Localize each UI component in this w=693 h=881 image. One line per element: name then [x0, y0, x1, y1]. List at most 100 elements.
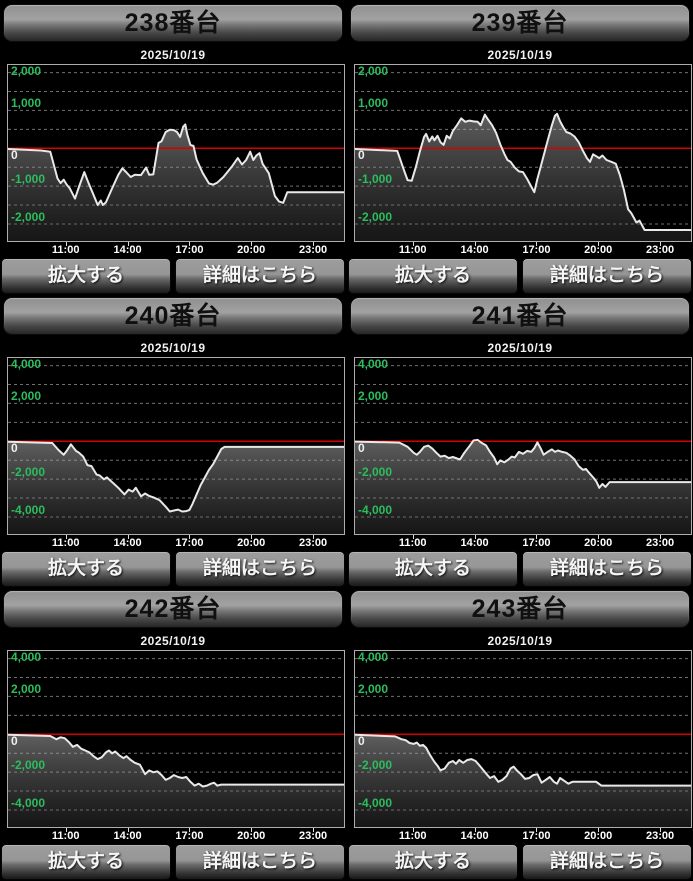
x-axis-label: 23:00	[646, 537, 675, 549]
slump-chart: 2,000 1,000 0 -1,000 -2,000	[354, 64, 692, 242]
zoom-button[interactable]: 拡大する	[1, 551, 171, 587]
detail-button[interactable]: 詳細はこちら	[175, 258, 345, 294]
x-axis-label: 11:00	[398, 537, 427, 549]
slump-chart: 2,000 1,000 0 -1,000 -2,000	[7, 64, 345, 242]
machine-number-header: 242番台	[3, 590, 343, 628]
x-axis-label: 14:00	[113, 537, 142, 549]
x-axis-label: 23:00	[646, 244, 675, 256]
x-axis-label: 17:00	[175, 244, 204, 256]
x-axis-label: 14:00	[460, 830, 489, 842]
x-axis-label: 17:00	[522, 244, 551, 256]
x-axis-tick	[536, 828, 538, 832]
machine-number-header: 243番台	[350, 590, 690, 628]
x-axis-tick	[189, 828, 191, 832]
zoom-button[interactable]: 拡大する	[1, 258, 171, 294]
x-axis-label: 23:00	[299, 537, 328, 549]
x-axis-tick	[127, 535, 129, 539]
machine-number-label: 242番台	[124, 595, 222, 623]
chart-actions: 拡大する 詳細はこちら	[1, 844, 345, 880]
x-axis-tick	[660, 242, 662, 246]
machine-panel: 243番台 2025/10/19 4,000 2,000 0 -2,000 -4,000…	[347, 587, 693, 880]
x-axis-tick	[660, 828, 662, 832]
detail-button[interactable]: 詳細はこちら	[522, 844, 692, 880]
machine-number-header: 238番台	[3, 4, 343, 42]
slump-chart: 4,000 2,000 0 -2,000 -4,000	[7, 650, 345, 828]
slump-line	[8, 733, 344, 788]
x-axis-tick	[65, 242, 67, 246]
machine-number-label: 240番台	[124, 302, 222, 330]
x-axis-tick	[412, 828, 414, 832]
zoom-button[interactable]: 拡大する	[348, 258, 518, 294]
x-axis-label: 20:00	[584, 537, 613, 549]
detail-button[interactable]: 詳細はこちら	[522, 258, 692, 294]
x-axis-label: 23:00	[299, 830, 328, 842]
x-axis-tick	[474, 535, 476, 539]
machine-panel: 242番台 2025/10/19 4,000 2,000 0 -2,000 -4,000…	[0, 587, 346, 880]
x-axis-tick	[65, 828, 67, 832]
slump-chart-svg	[8, 72, 344, 241]
zoom-button[interactable]: 拡大する	[1, 844, 171, 880]
x-axis-label: 11:00	[398, 244, 427, 256]
chart-actions: 拡大する 詳細はこちら	[348, 844, 692, 880]
x-axis-label: 23:00	[646, 830, 675, 842]
slump-line	[355, 438, 691, 489]
x-axis: 11:00 14:00 17:00 20:00 23:00	[7, 535, 345, 549]
x-axis-tick	[313, 242, 315, 246]
x-axis: 11:00 14:00 17:00 20:00 23:00	[354, 828, 692, 842]
zoom-button[interactable]: 拡大する	[348, 551, 518, 587]
slump-chart: 4,000 2,000 0 -2,000 -4,000	[7, 357, 345, 535]
x-axis-label: 11:00	[398, 830, 427, 842]
detail-button[interactable]: 詳細はこちら	[522, 551, 692, 587]
x-axis-label: 14:00	[113, 830, 142, 842]
slump-line	[8, 440, 344, 513]
x-axis-label: 20:00	[237, 244, 266, 256]
slump-line	[355, 733, 691, 787]
chart-actions: 拡大する 詳細はこちら	[1, 258, 345, 294]
chart-actions: 拡大する 詳細はこちら	[1, 551, 345, 587]
x-axis-label: 20:00	[237, 537, 266, 549]
x-axis-label: 11:00	[51, 830, 80, 842]
machine-number-label: 238番台	[124, 9, 222, 37]
x-axis-label: 17:00	[175, 537, 204, 549]
date-label: 2025/10/19	[140, 341, 206, 355]
x-axis-tick	[251, 242, 253, 246]
x-axis-label: 17:00	[522, 537, 551, 549]
x-axis-tick	[127, 242, 129, 246]
date-label: 2025/10/19	[487, 48, 553, 62]
machine-number-header: 240番台	[3, 297, 343, 335]
zoom-button[interactable]: 拡大する	[348, 844, 518, 880]
x-axis-tick	[536, 242, 538, 246]
x-axis-tick	[65, 535, 67, 539]
x-axis-tick	[598, 535, 600, 539]
slump-line	[8, 123, 344, 206]
chart-actions: 拡大する 詳細はこちら	[348, 551, 692, 587]
x-axis-label: 20:00	[237, 830, 266, 842]
x-axis-tick	[189, 535, 191, 539]
slump-chart-svg	[355, 365, 691, 534]
x-axis-label: 11:00	[51, 537, 80, 549]
slump-line	[355, 112, 691, 231]
slump-chart-svg	[8, 658, 344, 827]
x-axis: 11:00 14:00 17:00 20:00 23:00	[7, 828, 345, 842]
x-axis-tick	[251, 828, 253, 832]
machine-number-header: 241番台	[350, 297, 690, 335]
x-axis-tick	[412, 535, 414, 539]
x-axis-label: 20:00	[584, 830, 613, 842]
chart-actions: 拡大する 詳細はこちら	[348, 258, 692, 294]
date-label: 2025/10/19	[487, 341, 553, 355]
x-axis-tick	[313, 828, 315, 832]
x-axis-tick	[598, 828, 600, 832]
detail-button[interactable]: 詳細はこちら	[175, 844, 345, 880]
machine-number-label: 241番台	[471, 302, 569, 330]
x-axis-label: 11:00	[51, 244, 80, 256]
slump-chart-svg	[355, 72, 691, 241]
detail-button[interactable]: 詳細はこちら	[175, 551, 345, 587]
x-axis-label: 17:00	[522, 830, 551, 842]
slump-chart-svg	[8, 365, 344, 534]
machine-number-label: 243番台	[471, 595, 569, 623]
x-axis-tick	[598, 242, 600, 246]
machine-number-label: 239番台	[471, 9, 569, 37]
x-axis-label: 20:00	[584, 244, 613, 256]
date-label: 2025/10/19	[487, 634, 553, 648]
machine-panel: 239番台 2025/10/19 2,000 1,000 0 -1,000 -2,000…	[347, 1, 693, 294]
